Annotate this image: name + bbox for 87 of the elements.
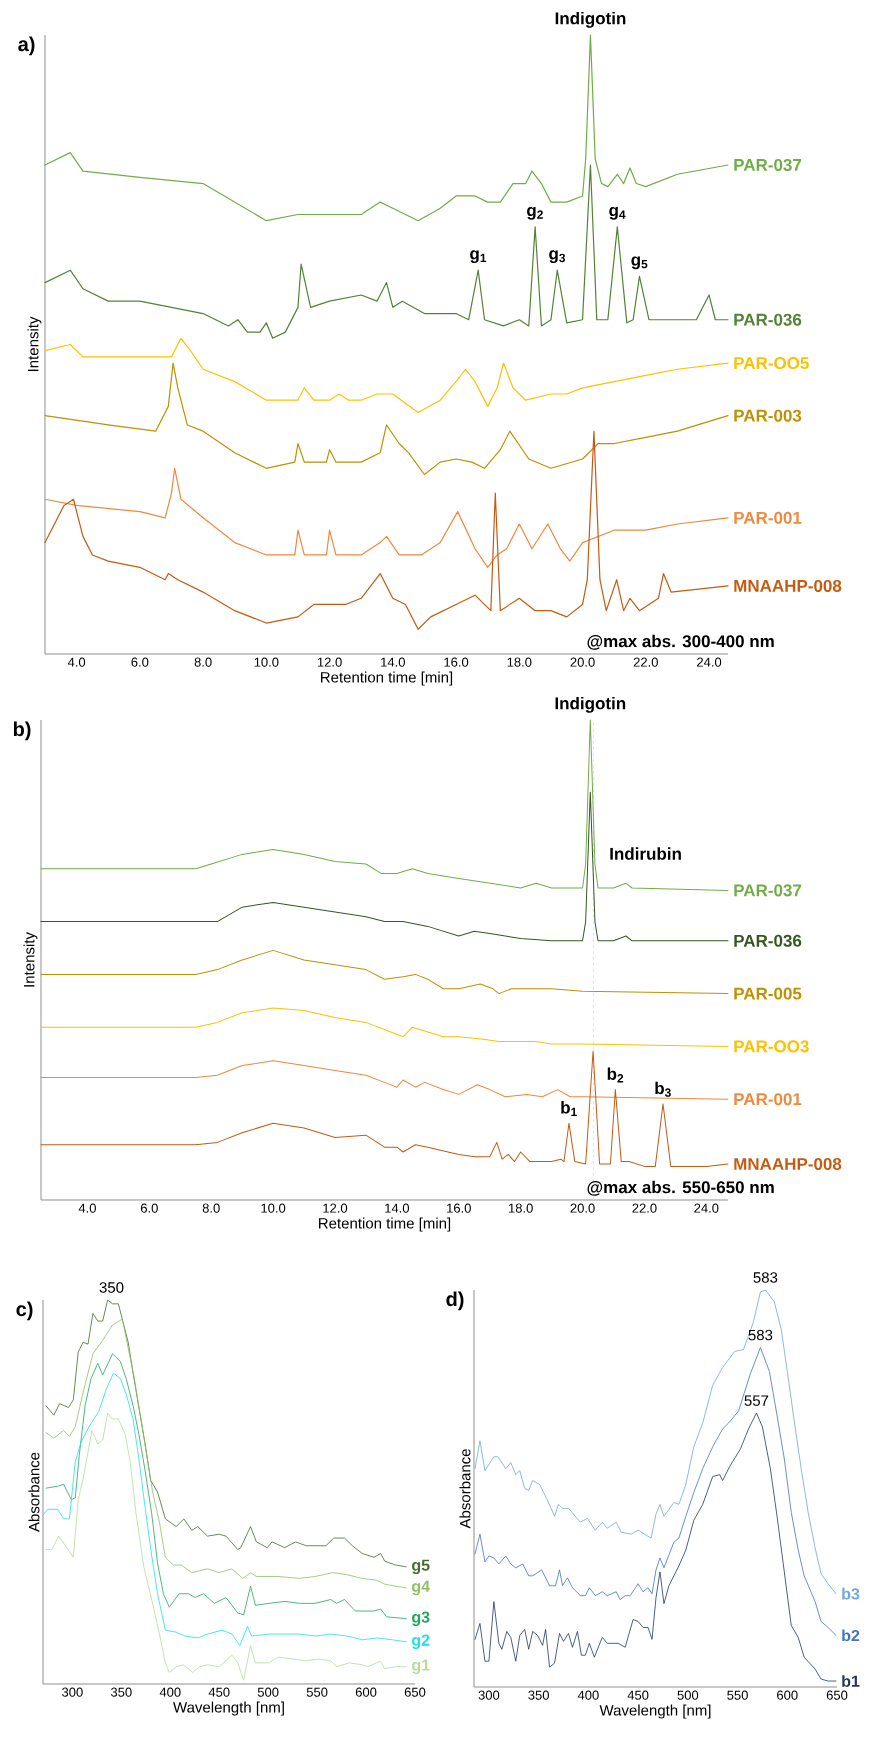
x-axis-title: Retention time [min] [321,671,453,686]
annotation: 350 [99,1282,124,1293]
annotation: b$_{3}$ [655,1081,671,1097]
series-label: PAR-036 [734,934,802,947]
annotation: 557 [744,1395,769,1406]
x-tick-label: 450 [208,1687,230,1697]
series-label: b1 [842,1675,860,1687]
series-label: PAR-003 [734,409,802,422]
y-axis-title: Absorbance [28,1452,40,1532]
x-tick-label: 400 [159,1687,181,1697]
x-tick-label: 24.0 [697,657,722,667]
annotation: @max abs. 300-400 nm [587,634,774,650]
x-axis-title: Wavelength [nm] [599,1704,711,1719]
series-label: PAR-001 [734,1093,802,1106]
series-label: g5 [412,1559,430,1575]
series-label: PAR-001 [734,511,802,524]
x-tick-label: 10.0 [261,1203,286,1213]
x-tick-label: 8.0 [202,1203,220,1213]
x-tick-label: 600 [777,1690,798,1700]
x-tick-label: 24.0 [694,1203,719,1213]
annotation: @max abs. 550-650 nm [587,1180,774,1196]
annotation: g$_{5}$ [631,256,648,270]
x-tick-label: 14.0 [381,657,405,667]
annotation: b$_{1}$ [561,1101,577,1116]
x-tick-label: 4.0 [67,657,86,667]
x-tick-label: 12.0 [317,657,342,667]
annotation: g$_{1}$ [470,250,487,264]
series-label: PAR-037 [734,158,802,172]
annotation: b$_{2}$ [607,1067,624,1083]
annotation: g$_{4}$ [609,206,626,220]
series-label: b2 [842,1629,860,1642]
x-tick-label: 18.0 [507,657,532,667]
annotation: 583 [748,1329,773,1341]
annotation: Indigotin [555,696,626,713]
series-label: MNAAHP-008 [734,579,842,592]
x-tick-label: 350 [110,1687,132,1697]
x-tick-label: 500 [257,1687,279,1697]
series-label: g1 [412,1659,430,1674]
x-tick-label: 300 [478,1690,500,1700]
x-tick-label: 16.0 [444,657,469,667]
series-label: g4 [412,1580,430,1596]
x-tick-label: 22.0 [632,1203,657,1213]
x-tick-label: 650 [404,1687,426,1697]
y-axis-title: Intensity [27,316,42,372]
annotation: Indirubin [610,847,681,860]
chart-title: a) [18,36,35,56]
series-label: PAR-005 [734,987,802,1000]
x-tick-label: 10.0 [254,657,279,667]
x-tick-label: 300 [62,1687,83,1697]
series-label: MNAAHP-008 [734,1157,842,1171]
x-tick-label: 20.0 [570,1203,595,1213]
x-tick-label: 8.0 [194,657,212,667]
series-label: g2 [412,1634,430,1650]
x-axis-title: Wavelength [nm] [173,1701,284,1716]
x-tick-label: 18.0 [509,1203,533,1213]
x-tick-label: 350 [528,1690,549,1700]
annotation: g$_{2}$ [527,206,543,220]
series-label: PAR-OO3 [734,1040,809,1053]
x-tick-label: 4.0 [78,1203,96,1213]
x-tick-label: 14.0 [385,1203,410,1213]
series-label: PAR-037 [734,884,802,897]
y-axis-title: Intensity [23,932,38,987]
series-label: PAR-OO5 [734,357,809,370]
annotation: Indigotin [555,11,626,28]
series-label: PAR-036 [734,313,802,326]
x-tick-label: 550 [306,1687,328,1697]
annotation: 583 [753,1272,778,1283]
x-tick-label: 400 [577,1690,599,1700]
x-tick-label: 550 [727,1690,748,1700]
x-tick-label: 600 [355,1687,377,1697]
series-label: b3 [842,1587,860,1600]
x-tick-label: 16.0 [447,1203,471,1213]
series-label: g3 [412,1611,430,1626]
x-axis-title: Retention time [min] [319,1217,451,1232]
x-tick-label: 500 [677,1690,699,1700]
chart-title: d) [446,1291,464,1311]
x-tick-label: 12.0 [323,1203,348,1213]
annotation: g$_{3}$ [549,250,566,264]
x-tick-label: 22.0 [633,657,658,667]
x-tick-label: 6.0 [131,657,149,667]
chart-title: c) [16,1301,33,1321]
x-tick-label: 20.0 [570,657,595,667]
y-axis-title: Absorbance [459,1449,471,1529]
x-tick-label: 450 [627,1690,649,1700]
chart-title: b) [13,721,31,741]
x-tick-label: 650 [826,1690,848,1700]
x-tick-label: 6.0 [140,1203,158,1213]
